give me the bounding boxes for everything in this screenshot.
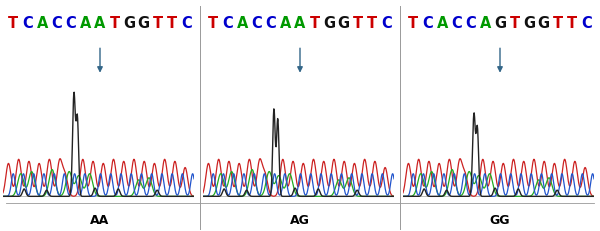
Text: C: C	[451, 16, 462, 30]
Text: T: T	[167, 16, 178, 30]
Text: C: C	[422, 16, 433, 30]
Text: C: C	[223, 16, 233, 30]
Text: T: T	[8, 16, 18, 30]
Text: AA: AA	[91, 213, 110, 226]
Text: AG: AG	[290, 213, 310, 226]
Text: C: C	[66, 16, 76, 30]
Text: A: A	[280, 16, 291, 30]
Text: G: G	[123, 16, 135, 30]
Text: T: T	[208, 16, 218, 30]
Text: A: A	[436, 16, 448, 30]
Text: C: C	[581, 16, 592, 30]
Text: G: G	[523, 16, 535, 30]
Text: T: T	[109, 16, 119, 30]
Text: G: G	[494, 16, 506, 30]
Text: G: G	[538, 16, 550, 30]
Text: C: C	[382, 16, 392, 30]
Text: T: T	[567, 16, 577, 30]
Text: C: C	[22, 16, 33, 30]
Text: GG: GG	[490, 213, 510, 226]
Text: T: T	[367, 16, 377, 30]
Text: C: C	[251, 16, 262, 30]
Text: T: T	[310, 16, 320, 30]
Text: G: G	[337, 16, 349, 30]
Text: C: C	[466, 16, 476, 30]
Text: C: C	[51, 16, 62, 30]
Text: C: C	[181, 16, 192, 30]
Text: A: A	[480, 16, 491, 30]
Text: G: G	[323, 16, 335, 30]
Text: C: C	[266, 16, 277, 30]
Text: T: T	[553, 16, 563, 30]
Text: T: T	[408, 16, 418, 30]
Text: A: A	[94, 16, 106, 30]
Text: A: A	[295, 16, 305, 30]
Text: T: T	[153, 16, 163, 30]
Text: A: A	[37, 16, 48, 30]
Text: A: A	[80, 16, 91, 30]
Text: T: T	[509, 16, 520, 30]
Text: A: A	[236, 16, 248, 30]
Text: T: T	[353, 16, 363, 30]
Text: G: G	[137, 16, 149, 30]
